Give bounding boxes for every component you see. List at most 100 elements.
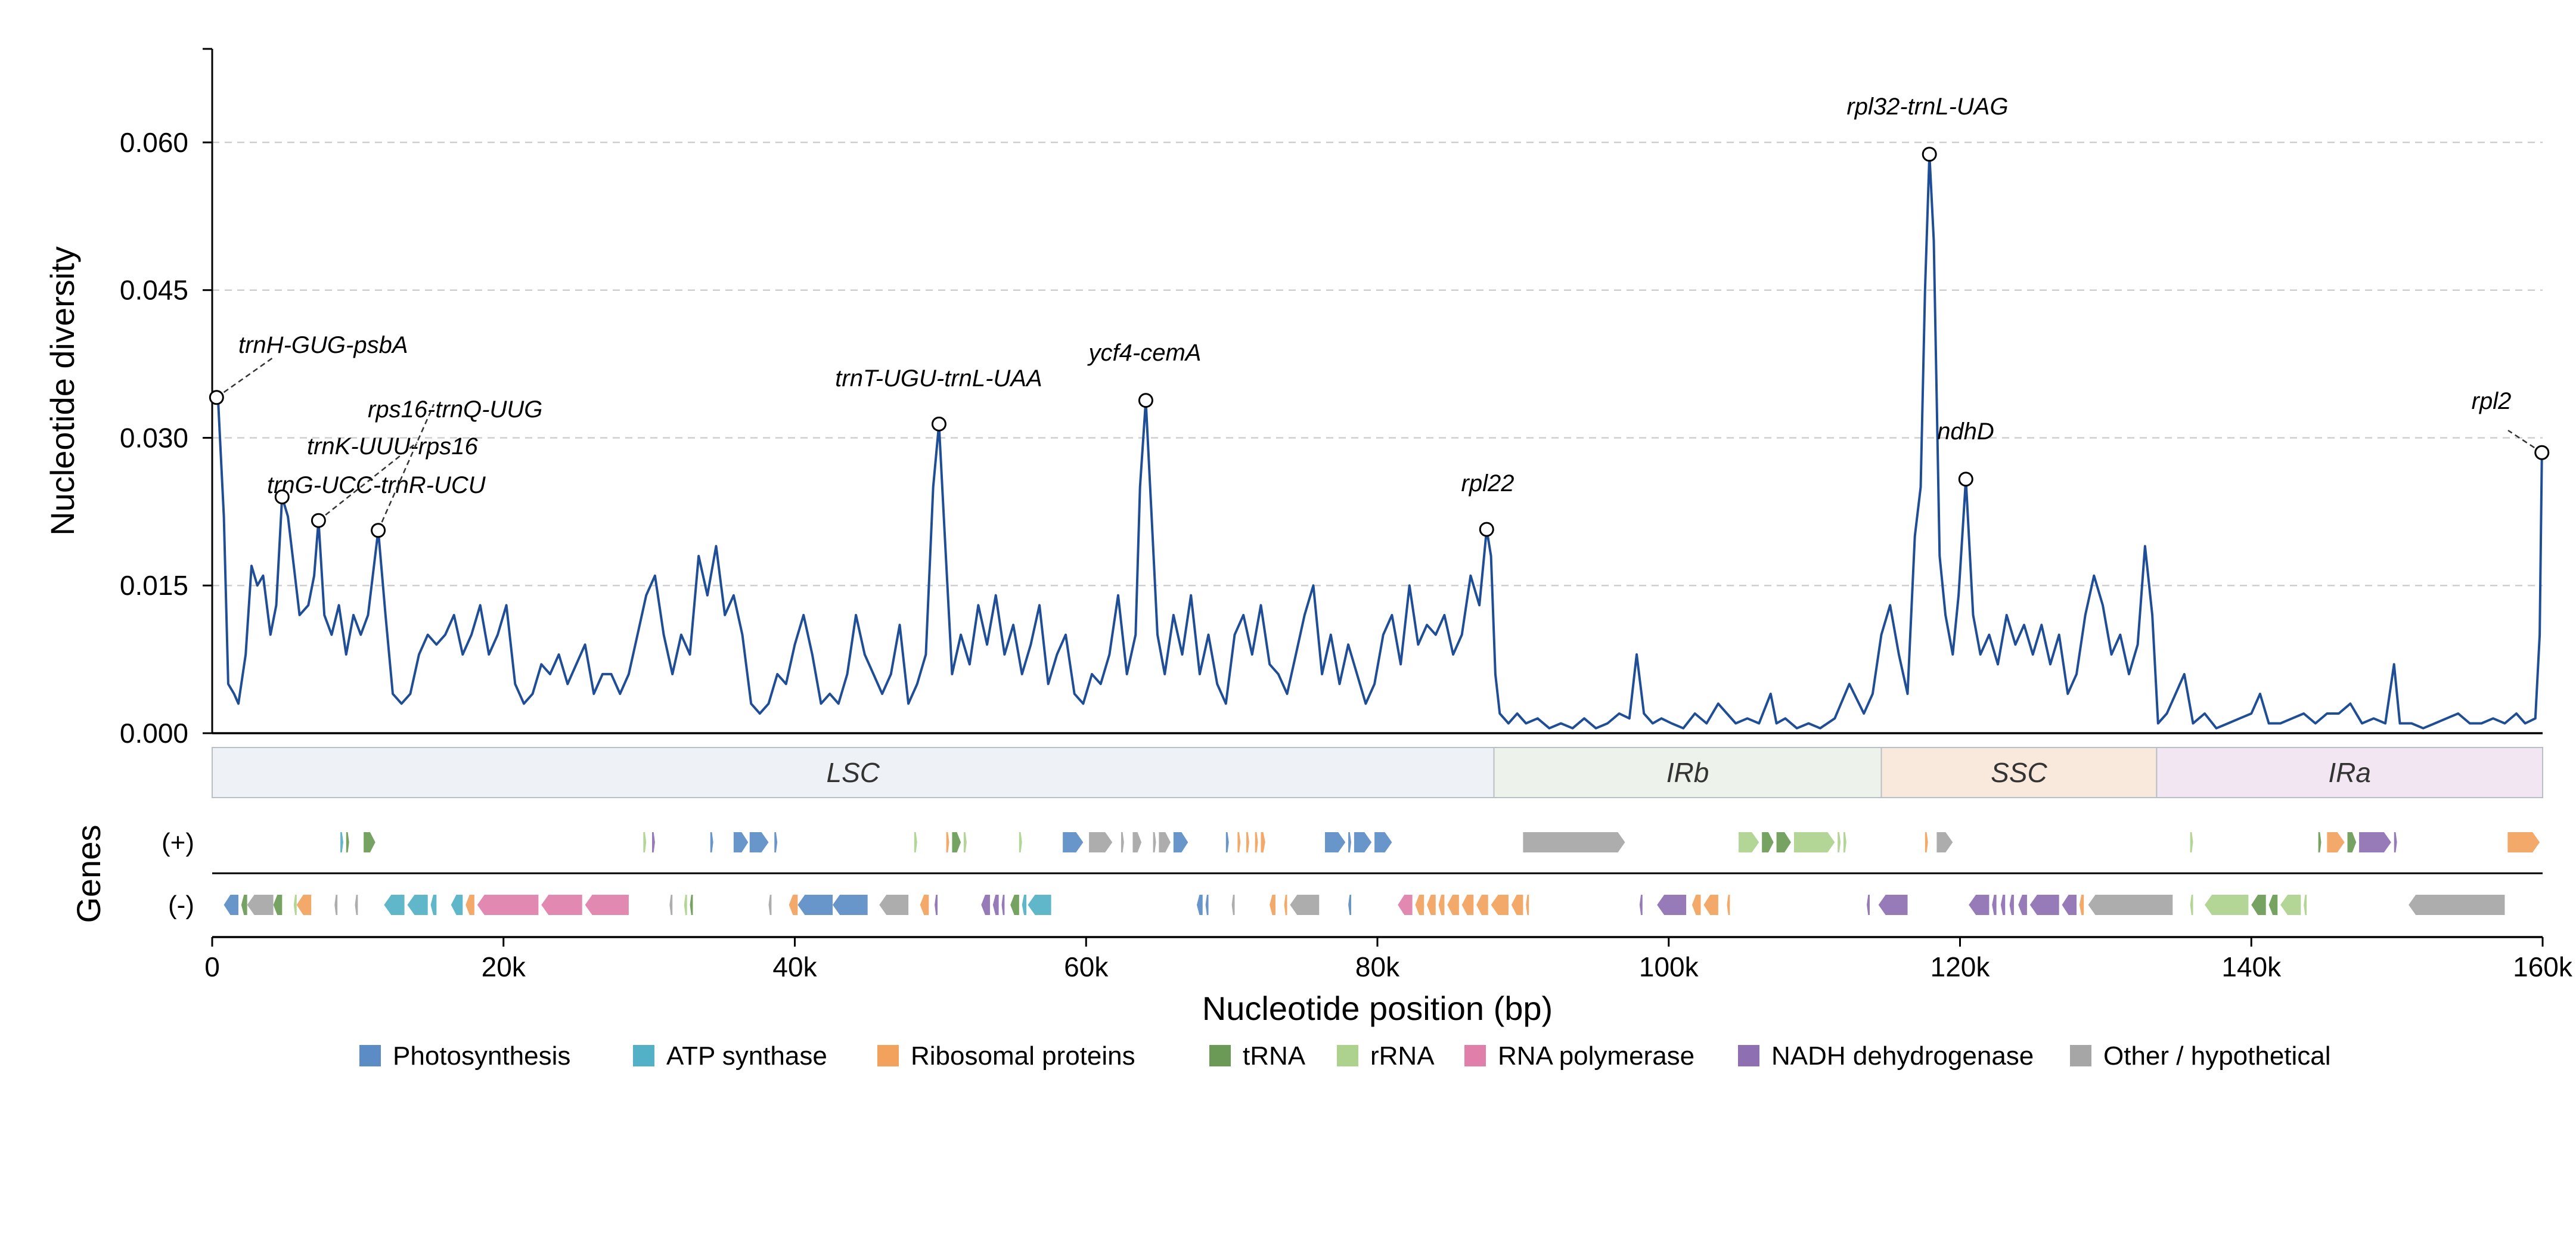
gene-arrow [1415,895,1424,915]
x-axis: 0 20k 40k 60k 80k 100k 120k 140k 160k [204,937,2573,982]
gene-arrow [1838,832,1841,852]
plus-strand-label: (+) [162,828,194,857]
gene-arrow [1284,895,1287,915]
gene-arrow [1727,895,1730,915]
y-tick-label: 0.030 [120,422,188,453]
gene-arrow [946,832,949,852]
gene-arrow [1692,895,1701,915]
gene-arrow [749,832,769,852]
peak-marker [1138,393,1153,408]
peak-label: trnH-GUG-psbA [238,332,408,358]
gene-arrow [1159,832,1171,852]
annotation-leader [318,442,418,522]
gene-arrow [1511,895,1523,915]
gene-arrow [1793,832,1835,852]
gene-arrow [1491,895,1509,915]
legend-swatch [1209,1045,1231,1066]
gene-arrow [1843,832,1846,852]
gene-arrow [833,895,868,915]
gene-arrow [981,895,990,915]
gene-arrow [2088,895,2173,915]
x-tick-label: 120k [1931,951,1991,982]
gene-arrow [920,895,929,915]
gene-arrow [1992,895,1997,915]
gene-arrow [293,895,297,915]
gene-arrow [1461,895,1474,915]
region-ssc-box [1880,747,2158,798]
legend-label: ATP synthase [666,1041,827,1071]
gene-arrow [1001,895,1005,915]
gene-arrow [2062,895,2077,915]
gene-arrow [465,895,474,915]
peak-marker [311,513,326,528]
legend-swatch [1464,1045,1486,1066]
gene-arrow [1225,832,1229,852]
peak-marker [2534,445,2550,460]
gene-arrow [334,895,338,915]
legend-swatch [877,1045,899,1066]
annotation-leader [2507,429,2543,454]
legend-swatch [633,1045,654,1066]
legend: Photosynthesis ATP synthase Ribosomal prot… [359,1041,2331,1071]
peak-marker [274,489,290,505]
x-tick-label: 160k [2513,951,2573,982]
gene-arrow [1969,895,1990,915]
x-tick-label: 140k [2221,951,2282,982]
peak-marker [1958,472,1973,487]
y-tick-label: 0.000 [120,718,188,749]
gene-arrow [1447,895,1459,915]
gene-arrow [1153,832,1156,852]
gene-arrow [585,895,629,915]
gene-arrow [1354,832,1372,852]
gene-arrow [1936,832,1953,852]
peak-label: trnK-UUU-rps16 [307,433,478,460]
gene-arrow [247,895,274,915]
legend-label: NADH dehydrogenase [1771,1041,2034,1071]
y-gridlines [212,141,2543,587]
gene-arrow [1348,832,1352,852]
gene-arrow [1867,895,1870,915]
region-ira-label: IRa [2328,757,2371,788]
y-axis: 0.000 0.015 0.030 0.045 0.060 [120,48,213,749]
gene-arrow [224,895,238,915]
legend-label: Photosynthesis [393,1041,570,1071]
gene-arrow [1325,832,1346,852]
legend-swatch [359,1045,381,1066]
gene-arrow [1063,832,1084,852]
peak-label: rps16-trnQ-UUG [368,396,542,423]
gene-arrow [2409,895,2505,915]
x-tick-label: 20k [482,951,526,982]
peak-marker [931,416,946,432]
gene-arrow [340,832,343,852]
gene-arrow [1739,832,1759,852]
legend-swatch [1337,1045,1358,1066]
x-tick-label: 0 [204,951,220,982]
peak-marker [1922,147,1937,162]
gene-arrow [1022,895,1027,915]
gene-arrow [1246,832,1249,852]
gene-arrow [2009,895,2014,915]
y-tick-label: 0.060 [120,127,188,158]
peak-marker [371,523,386,538]
gene-arrow [914,832,917,852]
gene-arrow [652,832,655,852]
gene-arrow [1348,895,1352,915]
gene-arrow [1427,895,1436,915]
peak-label: rpl32-trnL-UAG [1846,94,2008,120]
gene-arrow [797,895,833,915]
y-tick-label: 0.015 [120,570,188,601]
gene-arrow [669,895,673,915]
gene-arrow [1121,832,1124,852]
gene-arrow [2318,832,2321,852]
x-axis-label: Nucleotide position (bp) [1202,990,1553,1027]
gene-arrow [1925,832,1928,852]
gene-arrow [296,895,312,915]
peak-label: trnT-UGU-trnL-UAA [835,365,1042,392]
gene-arrow [541,895,582,915]
x-tick-label: 60k [1064,951,1109,982]
legend-swatch [2070,1045,2091,1066]
gene-arrow [952,832,961,852]
gene-arrow [1762,832,1774,852]
